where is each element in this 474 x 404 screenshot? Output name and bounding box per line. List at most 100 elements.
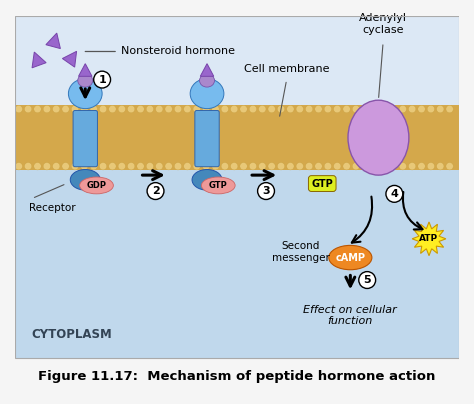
- Circle shape: [174, 162, 182, 170]
- Circle shape: [277, 105, 285, 113]
- Circle shape: [249, 105, 256, 113]
- Circle shape: [386, 185, 403, 202]
- Circle shape: [202, 105, 210, 113]
- Circle shape: [343, 105, 350, 113]
- Circle shape: [100, 162, 107, 170]
- Circle shape: [259, 105, 266, 113]
- Circle shape: [165, 162, 173, 170]
- Circle shape: [277, 162, 285, 170]
- Ellipse shape: [68, 79, 102, 109]
- Circle shape: [71, 105, 79, 113]
- Ellipse shape: [201, 177, 235, 194]
- Circle shape: [362, 105, 369, 113]
- Circle shape: [128, 162, 135, 170]
- Circle shape: [193, 162, 201, 170]
- Circle shape: [118, 162, 126, 170]
- Circle shape: [62, 162, 69, 170]
- Circle shape: [324, 162, 332, 170]
- Text: 3: 3: [262, 186, 270, 196]
- Polygon shape: [412, 222, 446, 256]
- Circle shape: [427, 162, 435, 170]
- Ellipse shape: [329, 245, 372, 270]
- Circle shape: [315, 162, 322, 170]
- Ellipse shape: [80, 177, 113, 194]
- Circle shape: [334, 162, 341, 170]
- Circle shape: [409, 105, 416, 113]
- Circle shape: [146, 162, 154, 170]
- Circle shape: [90, 105, 97, 113]
- Text: 1: 1: [98, 75, 106, 84]
- Circle shape: [427, 105, 435, 113]
- Circle shape: [240, 105, 247, 113]
- Text: Nonsteroid hormone: Nonsteroid hormone: [121, 46, 235, 57]
- Circle shape: [352, 162, 360, 170]
- Circle shape: [109, 105, 116, 113]
- Bar: [15, 170, 459, 358]
- Circle shape: [371, 105, 378, 113]
- Circle shape: [249, 162, 256, 170]
- Circle shape: [81, 105, 88, 113]
- Circle shape: [409, 162, 416, 170]
- Circle shape: [390, 162, 397, 170]
- Circle shape: [34, 162, 41, 170]
- Text: Second
messenger: Second messenger: [272, 241, 329, 263]
- Circle shape: [71, 162, 79, 170]
- Circle shape: [155, 105, 163, 113]
- Circle shape: [296, 162, 303, 170]
- Circle shape: [268, 105, 275, 113]
- Circle shape: [137, 162, 144, 170]
- Circle shape: [100, 105, 107, 113]
- Circle shape: [118, 105, 126, 113]
- Circle shape: [43, 162, 51, 170]
- Circle shape: [230, 162, 238, 170]
- Circle shape: [137, 105, 144, 113]
- Circle shape: [183, 162, 191, 170]
- Circle shape: [212, 162, 219, 170]
- Circle shape: [446, 162, 453, 170]
- Circle shape: [183, 105, 191, 113]
- Text: Adenylyl
cyclase: Adenylyl cyclase: [359, 13, 407, 35]
- Circle shape: [221, 105, 228, 113]
- Circle shape: [240, 162, 247, 170]
- Text: 2: 2: [152, 186, 159, 196]
- Circle shape: [43, 105, 51, 113]
- Text: GDP: GDP: [86, 181, 107, 190]
- Circle shape: [94, 71, 110, 88]
- Circle shape: [296, 105, 303, 113]
- Circle shape: [109, 162, 116, 170]
- Circle shape: [34, 105, 41, 113]
- Circle shape: [25, 105, 32, 113]
- Circle shape: [399, 105, 407, 113]
- Circle shape: [90, 162, 97, 170]
- Circle shape: [418, 162, 425, 170]
- Circle shape: [146, 105, 154, 113]
- Circle shape: [380, 162, 388, 170]
- Circle shape: [257, 183, 274, 200]
- Circle shape: [371, 162, 378, 170]
- Circle shape: [315, 105, 322, 113]
- Ellipse shape: [192, 170, 222, 190]
- Circle shape: [62, 105, 69, 113]
- Circle shape: [155, 162, 163, 170]
- Circle shape: [259, 162, 266, 170]
- Ellipse shape: [200, 74, 215, 87]
- Ellipse shape: [348, 100, 409, 175]
- Ellipse shape: [190, 79, 224, 109]
- Circle shape: [230, 105, 238, 113]
- Circle shape: [15, 162, 22, 170]
- Text: Cell membrane: Cell membrane: [244, 64, 329, 74]
- Circle shape: [268, 162, 275, 170]
- Circle shape: [15, 105, 22, 113]
- Polygon shape: [46, 33, 60, 48]
- Circle shape: [287, 162, 294, 170]
- Circle shape: [128, 105, 135, 113]
- Circle shape: [334, 105, 341, 113]
- Circle shape: [399, 162, 407, 170]
- Circle shape: [343, 162, 350, 170]
- Circle shape: [81, 162, 88, 170]
- Circle shape: [352, 105, 360, 113]
- Text: ATP: ATP: [419, 234, 438, 243]
- Circle shape: [390, 105, 397, 113]
- Polygon shape: [32, 52, 46, 68]
- Ellipse shape: [70, 170, 100, 190]
